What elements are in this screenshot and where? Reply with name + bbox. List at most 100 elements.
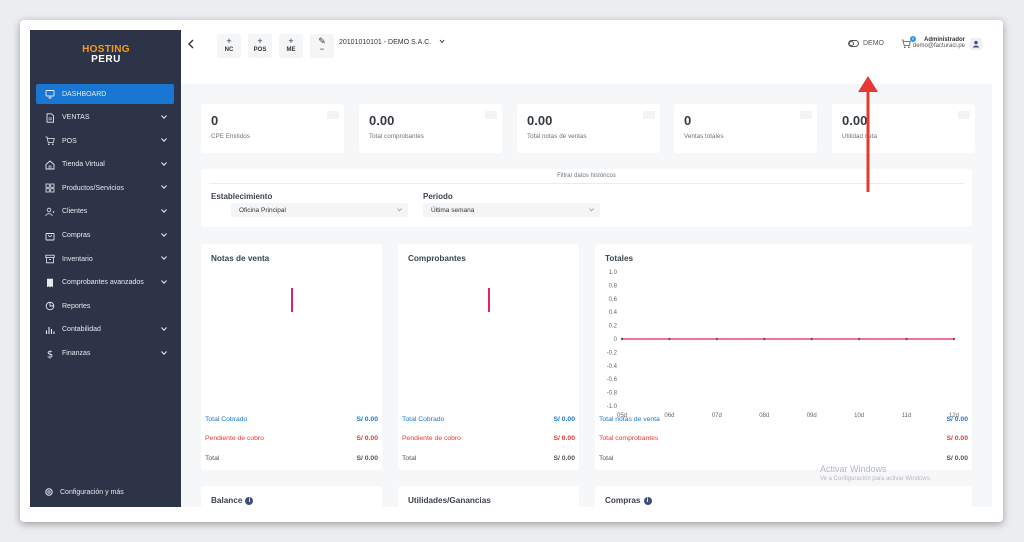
data-point[interactable] [620, 337, 624, 341]
monitor-icon [44, 88, 56, 100]
stat-card: 0 CPE Emitidos [201, 104, 344, 153]
stat-icon [327, 111, 339, 119]
summary-row-label: Total [599, 455, 614, 462]
demo-toggle[interactable]: DEMO [848, 40, 884, 47]
stat-icon [800, 111, 812, 119]
sidebar-item-tienda-virtual[interactable]: Tienda Virtual [36, 155, 174, 175]
annotation-arrow [858, 76, 878, 192]
period-select[interactable]: Última semana [423, 203, 600, 217]
establishment-select[interactable]: Oficina Principal [231, 203, 408, 217]
receipt-icon [44, 277, 56, 289]
summary-row: Total S/ 0.00 [402, 455, 575, 467]
chevron-down-icon [161, 138, 167, 143]
card-title: Utilidades/Ganancias [408, 496, 491, 505]
settings-link[interactable]: Configuración y más [44, 487, 124, 497]
stat-icon [643, 111, 655, 119]
filter-card: Filtrar datos históricos Establecimiento… [201, 169, 972, 227]
card-title-text: Balance [211, 496, 243, 505]
user-icon [973, 40, 979, 48]
dashboard-content: 0 CPE Emitidos 0.00 Total comprobantes 0.00 T… [181, 84, 992, 516]
sidebar-item-clientes[interactable]: Clientes [36, 202, 174, 222]
y-tick-label: 0.4 [609, 310, 618, 316]
avatar[interactable] [970, 38, 982, 50]
sidebar-item-dashboard[interactable]: DASHBOARD [36, 84, 174, 104]
stat-value: 0 [684, 113, 692, 128]
sidebar-item-compras[interactable]: Compras [36, 226, 174, 246]
y-tick-label: 1.0 [609, 270, 618, 276]
summary-row: Total Cobrado S/ 0.00 [402, 416, 575, 428]
app-window: HOSTING PERU DASHBOARD VENTAS POS Tienda Vi… [20, 20, 1003, 522]
user-icon [44, 206, 56, 218]
sidebar-item-label: Compras [62, 232, 91, 240]
sidebar-item-finanzas[interactable]: $ Finanzas [36, 344, 174, 364]
summary-row: Total S/ 0.00 [599, 455, 968, 467]
watermark-line-1: Activar Windows [820, 464, 887, 474]
info-icon[interactable]: i [643, 496, 652, 505]
dollar-icon: $ [44, 348, 56, 360]
cart-icon[interactable] [901, 39, 911, 49]
card-title-text: Utilidades/Ganancias [408, 496, 491, 505]
quick-action-me[interactable]: + ME [279, 34, 303, 58]
summary-row-value: S/ 0.00 [356, 416, 378, 423]
quick-action-label: -- [320, 47, 324, 53]
sidebar-item-comprobantes-avanzados[interactable]: Comprobantes avanzados [36, 273, 174, 293]
summary-row-label: Total Cobrado [402, 416, 445, 423]
stat-card: 0 Ventas totales [674, 104, 817, 153]
topbar: + NC + POS + ME ✎ -- 20101010101 - DEMO S.A.C. … [181, 30, 993, 62]
summary-row: Pendiente de cobro S/ 0.00 [402, 435, 575, 447]
stat-value: 0 [211, 113, 219, 128]
sidebar-item-reportes[interactable]: Reportes [36, 296, 174, 316]
y-tick-label: 0.2 [609, 324, 618, 330]
data-point[interactable] [715, 337, 719, 341]
y-tick-label: -0.6 [607, 377, 618, 383]
x-tick-label: 08d [759, 413, 769, 419]
chevron-left-icon[interactable] [187, 39, 195, 49]
sidebar-item-label: Tienda Virtual [62, 161, 105, 169]
brand-logo[interactable]: HOSTING PERU [79, 45, 133, 65]
sidebar-item-ventas[interactable]: VENTAS [36, 108, 174, 128]
summary-card-totales: Totales Total notas de venta S/ 0.00 Total … [595, 244, 972, 470]
user-name: Administrador [923, 37, 965, 43]
summary-row: Total notas de venta S/ 0.00 [599, 416, 968, 428]
data-point[interactable] [952, 337, 956, 341]
chevron-down-icon [161, 209, 167, 213]
bar-chart-icon [44, 324, 56, 336]
x-tick-label: 05d [617, 413, 627, 419]
info-icon[interactable]: i [245, 496, 254, 505]
x-tick-label: 06d [664, 413, 674, 419]
sidebar-item-productos-servicios[interactable]: Productos/Servicios [36, 178, 174, 198]
chevron-down-icon [161, 232, 167, 237]
data-point[interactable] [857, 337, 861, 341]
grid-icon [44, 182, 56, 194]
summary-row-value: S/ 0.00 [553, 416, 575, 423]
data-point[interactable] [668, 337, 671, 341]
sidebar-item-inventario[interactable]: Inventario [36, 249, 174, 269]
quick-action-nc[interactable]: + NC [217, 34, 241, 58]
chevron-down-icon [397, 208, 402, 212]
chevron-down-icon [161, 256, 167, 261]
settings-label: Configuración y más [60, 488, 124, 496]
quick-action-pos[interactable]: + POS [248, 34, 272, 58]
stat-icon [958, 111, 970, 119]
period-value: Última semana [431, 207, 475, 214]
divider [209, 183, 964, 184]
user-menu[interactable]: Administrador demo@facturaci.pe [905, 37, 965, 49]
data-point[interactable] [905, 337, 908, 341]
chevron-down-icon [161, 327, 167, 331]
company-selector[interactable]: 20101010101 - DEMO S.A.C. [339, 39, 445, 46]
quick-action-edit[interactable]: ✎ -- [310, 34, 334, 58]
summary-row-value: S/ 0.00 [946, 455, 968, 462]
data-point[interactable] [763, 337, 766, 341]
summary-row-label: Total [205, 455, 220, 462]
sidebar-item-label: Inventario [62, 255, 93, 263]
summary-row-value: S/ 0.00 [553, 435, 575, 442]
stat-card: 0.00 Utilidad neta [832, 104, 975, 153]
data-point[interactable] [810, 337, 813, 341]
sidebar-item-pos[interactable]: POS [36, 131, 174, 151]
stat-value: 0.00 [369, 113, 395, 128]
sidebar-item-label: VENTAS [62, 114, 90, 122]
y-tick-label: -0.4 [607, 364, 618, 370]
chevron-down-icon [161, 185, 167, 190]
sidebar-item-contabilidad[interactable]: Contabilidad [36, 320, 174, 340]
totals-chart: 1.0 0.8 0.6 0.4 0.2 0 -0.2 -0.4 -0.6 -0.8 -1.0 05d 0… [607, 270, 959, 419]
